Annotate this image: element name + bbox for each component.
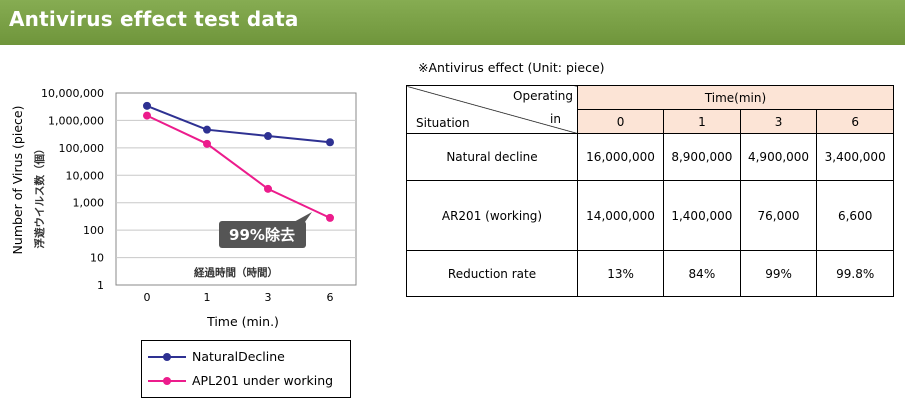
x-tick-label: 6 (327, 291, 334, 304)
table-row: Reduction rate 13% 84% 99% 99.8% (406, 250, 894, 297)
table-cell: 14,000,000 (576, 180, 665, 251)
table-cell: 16,000,000 (576, 133, 665, 181)
y-tick-label: 10 (90, 252, 104, 265)
annotation-text: 99%除去 (229, 226, 295, 244)
time-header: Time(min) (577, 85, 894, 110)
legend-marker-icon (163, 377, 171, 385)
operating-label: Operating (513, 89, 573, 103)
row-label: Reduction rate (406, 250, 578, 297)
in-label: in (550, 112, 561, 126)
data-point (143, 101, 151, 110)
y-tick-label: 1,000,000 (48, 114, 104, 127)
table-cell: 4,900,000 (739, 133, 818, 181)
situation-label: Situation (416, 116, 470, 130)
unit-note: ※Antivirus effect (Unit: piece) (418, 60, 605, 75)
legend-label: APL201 under working (192, 373, 334, 388)
table-row: AR201 (working) 14,000,000 1,400,000 76,… (406, 180, 894, 251)
data-point (264, 132, 272, 141)
table-row: Natural decline 16,000,000 8,900,000 4,9… (406, 133, 894, 181)
time-col-header: 1 (663, 109, 741, 134)
data-point (203, 139, 211, 148)
data-point (264, 184, 272, 193)
series-line-1 (146, 104, 331, 144)
row-label: Natural decline (406, 133, 578, 181)
data-point (203, 125, 211, 134)
y-tick-label: 100 (83, 224, 104, 237)
x-tick-label: 3 (265, 291, 272, 304)
data-point (326, 213, 334, 222)
series-line-2 (146, 114, 331, 219)
table-cell: 99% (739, 250, 818, 297)
table-cell: 99.8% (816, 250, 894, 297)
y-tick-label: 100,000 (59, 142, 105, 155)
table-cell: 76,000 (739, 180, 818, 251)
x-axis-label-jp: 経過時間（時間） (194, 266, 278, 279)
time-col-header: 6 (816, 109, 894, 134)
annotation-callout: 99%除去 (219, 212, 312, 248)
data-table: Operating in Situation Time(min) 0 1 3 6… (406, 85, 894, 297)
table-cell: 6,600 (816, 180, 894, 251)
x-tick-label: 0 (144, 291, 151, 304)
time-col-header: 3 (739, 109, 818, 134)
y-tick-label: 10,000 (66, 169, 105, 182)
legend-label: NaturalDecline (192, 349, 285, 364)
table-cell: 84% (663, 250, 741, 297)
y-axis-label: Number of Virus (piece) (10, 106, 25, 255)
table-cell: 13% (576, 250, 665, 297)
y-tick-label: 1 (97, 279, 104, 292)
chart-legend: NaturalDecline APL201 under working (141, 340, 351, 398)
diagonal-header-cell: Operating in Situation (406, 85, 578, 134)
y-tick-label: 1,000 (73, 197, 105, 210)
time-col-header: 0 (576, 109, 665, 134)
table-cell: 1,400,000 (663, 180, 741, 251)
table-cell: 3,400,000 (816, 133, 894, 181)
page-title: Antivirus effect test data (9, 7, 299, 31)
data-point (326, 138, 334, 147)
row-label: AR201 (working) (406, 180, 578, 251)
x-axis-label: Time (min.) (206, 314, 279, 329)
title-banner: Antivirus effect test data (0, 0, 905, 45)
y-axis-label-jp: 浮遊ウイルス数（個） (33, 144, 46, 249)
log-line-chart: 10,000,0001,000,000100,00010,0001,000100… (10, 87, 357, 329)
legend-marker-icon (163, 353, 171, 361)
plot-area (115, 92, 357, 286)
x-tick-label: 1 (204, 291, 211, 304)
y-tick-label: 10,000,000 (41, 87, 104, 100)
table-cell: 8,900,000 (663, 133, 741, 181)
data-point (143, 111, 151, 120)
